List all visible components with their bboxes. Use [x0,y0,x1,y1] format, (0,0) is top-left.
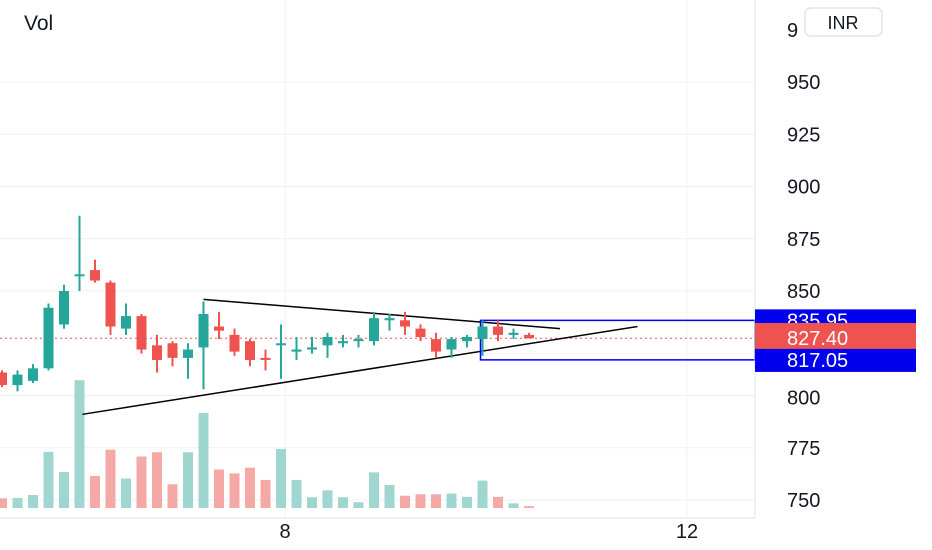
currency-button[interactable] [804,7,883,37]
volume-bar [415,494,426,508]
volume-bar [477,480,488,508]
candle-body [384,318,395,321]
volume-bar [152,452,162,508]
last-price-tag-text: 827.40 [787,328,848,350]
price-tick-label: 950 [787,72,820,94]
candle-body [74,274,85,277]
candle-body [353,339,364,342]
volume-bar [446,493,457,508]
candle-body [322,336,333,346]
volume-bar [59,472,69,508]
price-tick-label: 800 [787,388,820,410]
volume-bar [431,494,441,508]
price-range-box [479,319,756,361]
candle-body [229,334,240,352]
volume-bars [0,380,534,508]
volume-bar [508,503,519,508]
price-tick-label: 900 [787,177,820,199]
lower-price-tag-text: 817.05 [787,350,848,372]
candle-body [198,313,209,348]
lower-price-tag [755,348,916,372]
triangle-lower-line [82,325,638,416]
volume-bar [136,456,147,508]
time-tick-label: 8 [279,521,290,543]
candle-body [0,372,7,386]
candle-body [105,282,116,327]
volume-bar [524,506,534,508]
volume-bar [0,498,7,508]
volume-bar [493,496,503,508]
volume-bar [369,472,379,508]
volume-bar [462,496,472,508]
volume-label: Vol [24,12,53,35]
candle-body [12,374,23,386]
volume-bar [90,475,100,508]
candle-body [493,326,503,335]
currency-label: INR [828,13,859,33]
volume-bar [198,412,209,508]
candle-body [276,343,286,346]
candle-body [338,341,348,344]
volume-bar [276,448,286,508]
candle-body [400,320,410,327]
volume-bar [245,467,255,508]
time-tick-label: 12 [676,521,698,543]
candle-body [214,326,224,331]
volume-bar [338,497,348,508]
candle-body [59,291,69,325]
candle-body [462,336,472,342]
candle-body [477,326,488,340]
candle-body [524,334,534,339]
price-tick-label: 775 [787,438,820,460]
candle-body [260,357,271,360]
price-tick-label: 750 [787,490,820,512]
volume-bar [384,484,395,508]
price-tick-label: 925 [787,124,820,146]
candle-body [291,349,302,352]
volume-bar [229,473,240,508]
candle-body [152,345,162,360]
price-axis[interactable]: 750 775 850 875 900 925 950 9 800 [787,20,820,512]
volume-bar [260,479,271,508]
volume-bar [307,497,317,508]
price-tick-label: 875 [787,229,820,251]
candle-body [28,368,38,381]
candle-body [183,349,193,358]
candle-body [90,270,100,281]
candles [0,215,534,392]
volume-bar [43,451,54,508]
time-axis[interactable]: 8 12 [279,521,698,543]
volume-bar [214,469,224,508]
candle-body [245,341,255,360]
volume-bar [28,495,38,508]
candle-body [136,316,147,350]
volume-bar [183,452,193,508]
candle-body [431,339,441,352]
triangle-upper-line [203,298,561,330]
price-tick-label: 9 [787,20,798,42]
volume-bar [12,497,23,508]
candle-body [415,328,426,337]
candle-body [43,307,54,369]
volume-bar [400,495,410,508]
candle-body [508,332,519,335]
volume-bar [291,479,302,508]
price-tick-label: 850 [787,281,820,303]
volume-bar [322,490,333,508]
volume-bar [105,449,116,508]
candle-body [121,316,131,329]
volume-bar [167,484,178,508]
candle-body [167,343,178,358]
volume-bar [353,502,364,508]
grid [0,0,755,518]
candle-body [446,339,457,350]
volume-bar [121,478,131,508]
volume-bar [74,380,85,508]
candle-body [369,318,379,342]
candle-body [307,347,317,350]
